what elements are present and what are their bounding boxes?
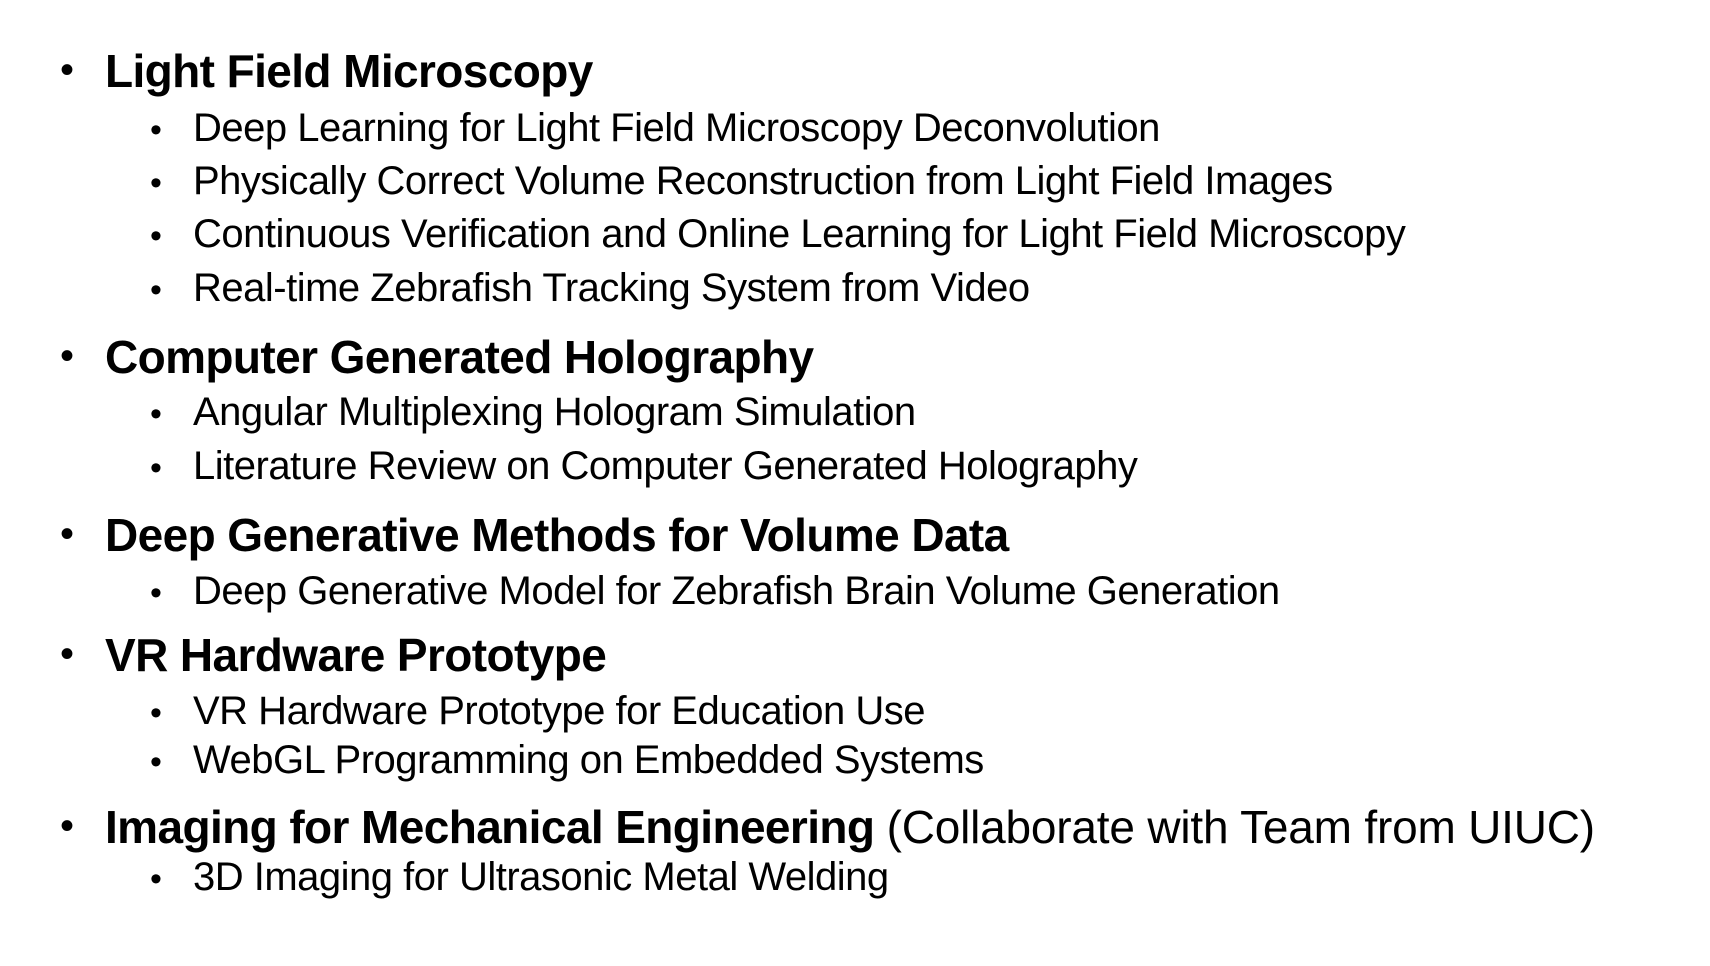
item-bullet: •: [150, 449, 162, 487]
section-bullet: •: [60, 632, 75, 676]
item-bullet: •: [150, 111, 162, 149]
item-bullet: •: [150, 860, 162, 898]
section-item: Literature Review on Computer Generated …: [193, 444, 1138, 488]
section-item: Physically Correct Volume Reconstruction…: [193, 159, 1333, 203]
section-bullet: •: [60, 804, 75, 848]
item-bullet: •: [150, 694, 162, 732]
section-item: Real-time Zebrafish Tracking System from…: [193, 266, 1030, 310]
item-bullet: •: [150, 217, 162, 255]
item-bullet: •: [150, 743, 162, 781]
section-item: Continuous Verification and Online Learn…: [193, 212, 1406, 256]
section-title: Light Field Microscopy: [105, 45, 593, 97]
section-title: Deep Generative Methods for Volume Data: [105, 509, 1009, 561]
section-item: VR Hardware Prototype for Education Use: [193, 689, 925, 733]
item-bullet: •: [150, 164, 162, 202]
section-bullet: •: [60, 48, 75, 92]
section-item: Deep Generative Model for Zebrafish Brai…: [193, 569, 1280, 613]
section-title: Computer Generated Holography: [105, 331, 814, 383]
item-bullet: •: [150, 574, 162, 612]
item-bullet: •: [150, 271, 162, 309]
section-item: Deep Learning for Light Field Microscopy…: [193, 106, 1160, 150]
section-title: VR Hardware Prototype: [105, 629, 607, 681]
section-item: Angular Multiplexing Hologram Simulation: [193, 390, 916, 434]
item-bullet: •: [150, 395, 162, 433]
section-note: (Collaborate with Team from UIUC): [886, 801, 1596, 853]
section-bullet: •: [60, 512, 75, 556]
section-item: WebGL Programming on Embedded Systems: [193, 738, 984, 782]
section-bullet: •: [60, 334, 75, 378]
section-title: Imaging for Mechanical Engineering (Coll…: [105, 801, 1596, 853]
section-item: 3D Imaging for Ultrasonic Metal Welding: [193, 855, 889, 899]
